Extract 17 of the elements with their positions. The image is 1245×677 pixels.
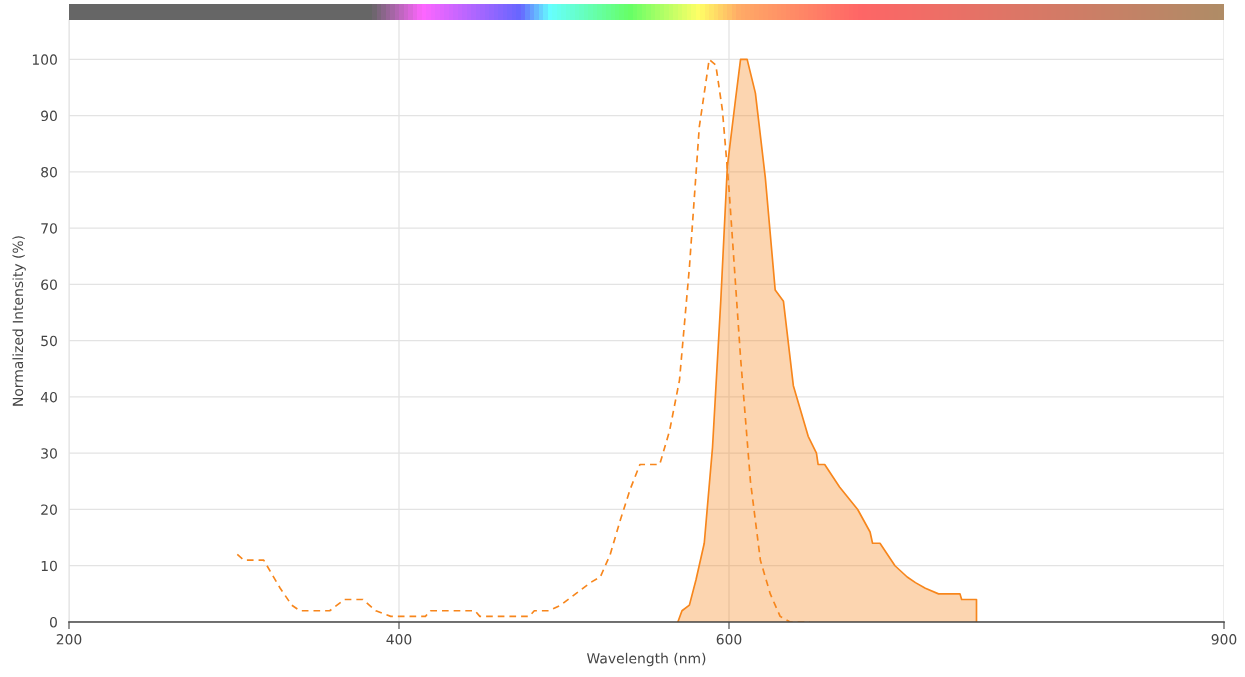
y-tick-label: 50	[41, 335, 57, 347]
x-tick-label: 900	[1211, 634, 1237, 645]
y-tick-label: 80	[41, 166, 57, 178]
x-tick-label: 400	[386, 634, 412, 645]
x-axis-title: Wavelength (nm)	[586, 652, 706, 667]
y-tick-label: 90	[41, 110, 57, 122]
y-tick-label: 30	[41, 448, 57, 459]
y-tick-label: 60	[41, 279, 57, 290]
y-tick-label: 0	[49, 616, 57, 628]
y-tick-label: 10	[41, 560, 57, 572]
y-axis-title: Normalized Intensity (%)	[12, 236, 26, 406]
y-tick-label: 100	[32, 54, 57, 65]
x-tick-label: 200	[56, 634, 82, 645]
y-tick-label: 40	[40, 391, 57, 403]
y-tick-label: 20	[41, 504, 57, 515]
x-tick-label: 600	[716, 634, 742, 645]
y-tick-label: 70	[41, 223, 57, 234]
